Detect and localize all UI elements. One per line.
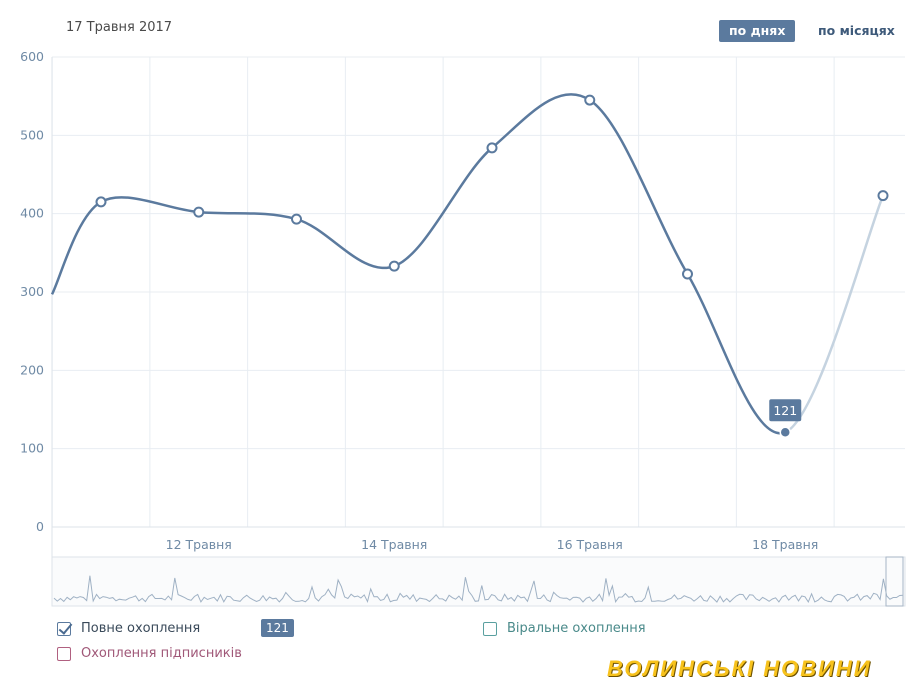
data-point: [291, 213, 302, 225]
y-tick-label: 300: [20, 284, 44, 299]
data-point: [584, 94, 596, 106]
legend-subscriber-reach[interactable]: Охоплення підписників: [57, 646, 242, 661]
viral-reach-label: Віральне охоплення: [507, 621, 646, 636]
watermark-logo: ВОЛИНСЬКІ НОВИНИ: [607, 656, 872, 681]
by-days-button[interactable]: по днях: [719, 20, 796, 42]
x-tick-label: 16 Травня: [557, 537, 623, 552]
legend-full-reach[interactable]: Повне охоплення: [57, 621, 200, 636]
data-point: [682, 268, 693, 280]
full-reach-value-badge: 121: [261, 619, 294, 637]
data-point: [877, 190, 889, 202]
reach-chart: 0 100 200 300 400 500 600 12 Травня 14 Травня 16 …: [20, 49, 906, 607]
subscriber-reach-label: Охоплення підписників: [81, 646, 242, 661]
highlight-badge-label: 121: [773, 403, 797, 418]
y-tick-label: 100: [20, 441, 44, 456]
full-reach-checkbox[interactable]: [57, 621, 71, 636]
y-tick-label: 500: [20, 127, 44, 142]
y-tick-label: 600: [20, 49, 44, 64]
y-tick-label: 200: [20, 362, 44, 377]
legend-viral-reach[interactable]: Віральне охоплення: [483, 621, 646, 636]
viral-reach-checkbox[interactable]: [483, 621, 497, 636]
navigator-handle: [885, 556, 904, 607]
by-months-button[interactable]: по місяцях: [818, 23, 895, 38]
x-tick-label: 14 Травня: [361, 537, 427, 552]
series-line-full-reach: [50, 93, 786, 435]
data-point: [388, 260, 400, 272]
x-tick-label: 18 Травня: [752, 537, 818, 552]
date-label: 17 Травня 2017: [66, 20, 173, 35]
y-tick-label: 400: [20, 206, 44, 221]
data-point: [95, 196, 107, 208]
navigator-sparkline: [53, 575, 904, 604]
full-reach-label: Повне охоплення: [81, 621, 201, 636]
data-point: [193, 206, 205, 218]
subscriber-reach-checkbox[interactable]: [57, 646, 71, 661]
highlight-badge: [769, 399, 802, 422]
x-tick-label: 12 Травня: [166, 537, 232, 552]
data-point-highlight: [779, 426, 791, 438]
y-tick-label: 0: [36, 519, 44, 534]
data-point: [486, 142, 498, 154]
